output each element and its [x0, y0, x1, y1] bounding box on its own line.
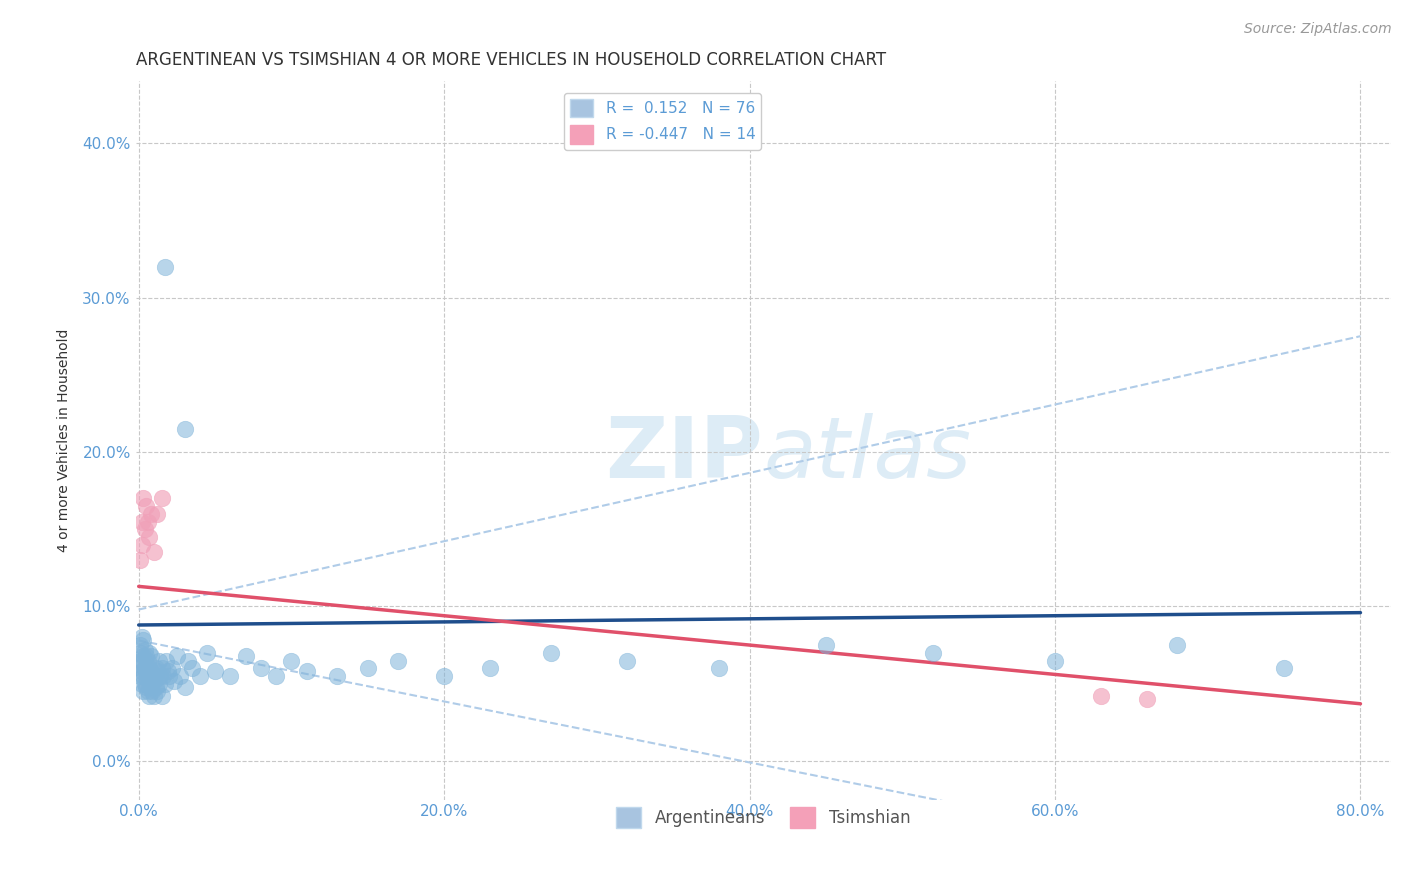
Point [136, 653, 159, 667]
Point [139, 648, 162, 663]
Point [132, 491, 155, 506]
Point [135, 499, 157, 513]
Point [153, 676, 176, 690]
Point [131, 631, 153, 645]
Point [136, 684, 159, 698]
Point [616, 653, 638, 667]
Point [326, 669, 349, 683]
Point [129, 653, 152, 667]
Point [204, 665, 226, 679]
Point [143, 673, 166, 688]
Point [136, 515, 159, 529]
Point [134, 676, 156, 690]
Point [129, 553, 152, 567]
Point [143, 689, 166, 703]
Point [148, 653, 170, 667]
Text: ZIP: ZIP [606, 413, 763, 496]
Point [1136, 692, 1159, 706]
Point [135, 648, 157, 663]
Point [169, 669, 191, 683]
Point [129, 669, 152, 683]
Point [1090, 689, 1112, 703]
Point [132, 684, 155, 698]
Point [157, 669, 180, 683]
Point [146, 684, 169, 698]
Point [136, 669, 159, 683]
Point [135, 680, 157, 694]
Text: ARGENTINEAN VS TSIMSHIAN 4 OR MORE VEHICLES IN HOUSEHOLD CORRELATION CHART: ARGENTINEAN VS TSIMSHIAN 4 OR MORE VEHIC… [135, 51, 886, 69]
Point [152, 669, 174, 683]
Point [139, 680, 162, 694]
Point [1272, 661, 1295, 675]
Point [146, 507, 169, 521]
Point [162, 661, 184, 675]
Point [540, 646, 562, 660]
Point [139, 507, 162, 521]
Point [134, 661, 156, 675]
Point [166, 648, 188, 663]
Point [145, 661, 167, 675]
Point [149, 669, 172, 683]
Point [143, 545, 166, 559]
Point [153, 260, 176, 274]
Point [141, 684, 163, 698]
Point [138, 661, 160, 675]
Point [131, 676, 153, 690]
Point [129, 661, 152, 675]
Point [357, 661, 380, 675]
Point [150, 491, 173, 506]
Point [433, 669, 456, 683]
Point [707, 661, 730, 675]
Point [148, 676, 170, 690]
Point [132, 648, 155, 663]
Point [181, 661, 204, 675]
Point [1166, 638, 1188, 652]
Point [131, 538, 153, 552]
Point [156, 665, 179, 679]
Point [197, 646, 219, 660]
Point [235, 648, 257, 663]
Point [155, 653, 177, 667]
Point [134, 522, 156, 536]
Legend: Argentineans, Tsimshian: Argentineans, Tsimshian [610, 801, 917, 834]
Point [138, 646, 160, 660]
Point [139, 665, 162, 679]
Point [921, 646, 943, 660]
Point [1043, 653, 1066, 667]
Point [131, 665, 153, 679]
Point [188, 669, 211, 683]
Point [134, 642, 156, 657]
Point [131, 653, 153, 667]
Point [219, 669, 242, 683]
Point [173, 680, 195, 694]
Point [129, 638, 152, 652]
Point [138, 673, 160, 688]
Point [132, 633, 155, 648]
Point [129, 646, 152, 660]
Point [132, 669, 155, 683]
Text: atlas: atlas [763, 413, 972, 496]
Y-axis label: 4 or more Vehicles in Household: 4 or more Vehicles in Household [58, 329, 72, 552]
Point [138, 689, 160, 703]
Point [250, 661, 273, 675]
Point [141, 669, 163, 683]
Point [280, 653, 302, 667]
Point [295, 665, 318, 679]
Point [173, 422, 195, 436]
Point [163, 673, 186, 688]
Point [814, 638, 837, 652]
Point [150, 661, 173, 675]
Point [176, 653, 198, 667]
Point [138, 530, 160, 544]
Point [145, 680, 167, 694]
Point [146, 665, 169, 679]
Point [387, 653, 409, 667]
Point [150, 689, 173, 703]
Text: Source: ZipAtlas.com: Source: ZipAtlas.com [1244, 22, 1392, 37]
Point [264, 669, 287, 683]
Point [131, 515, 153, 529]
Point [135, 665, 157, 679]
Point [478, 661, 501, 675]
